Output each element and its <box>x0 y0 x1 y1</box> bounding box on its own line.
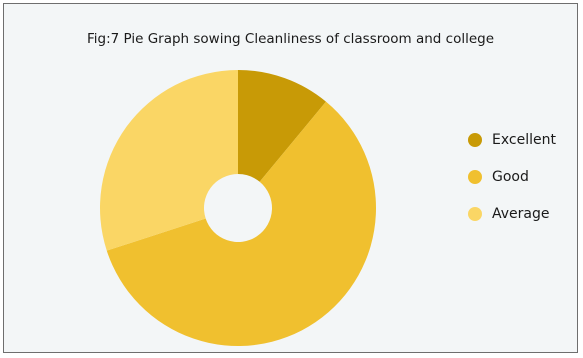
chart-title: Fig:7 Pie Graph sowing Cleanliness of cl… <box>86 31 495 47</box>
pie-slice-good <box>106 101 376 346</box>
legend-swatch <box>468 207 482 221</box>
pie-slice-average <box>99 70 238 251</box>
legend-label: Average <box>492 206 550 222</box>
legend-label: Good <box>492 169 529 185</box>
legend-swatch <box>468 133 482 147</box>
legend-item-good: Good <box>468 167 556 187</box>
legend-item-excellent: Excellent <box>468 130 556 150</box>
legend-item-average: Average <box>468 204 556 224</box>
legend-label: Excellent <box>492 132 556 148</box>
pie-slice-excellent <box>238 70 326 182</box>
legend-swatch <box>468 170 482 184</box>
legend: Excellent Good Average <box>468 130 556 241</box>
